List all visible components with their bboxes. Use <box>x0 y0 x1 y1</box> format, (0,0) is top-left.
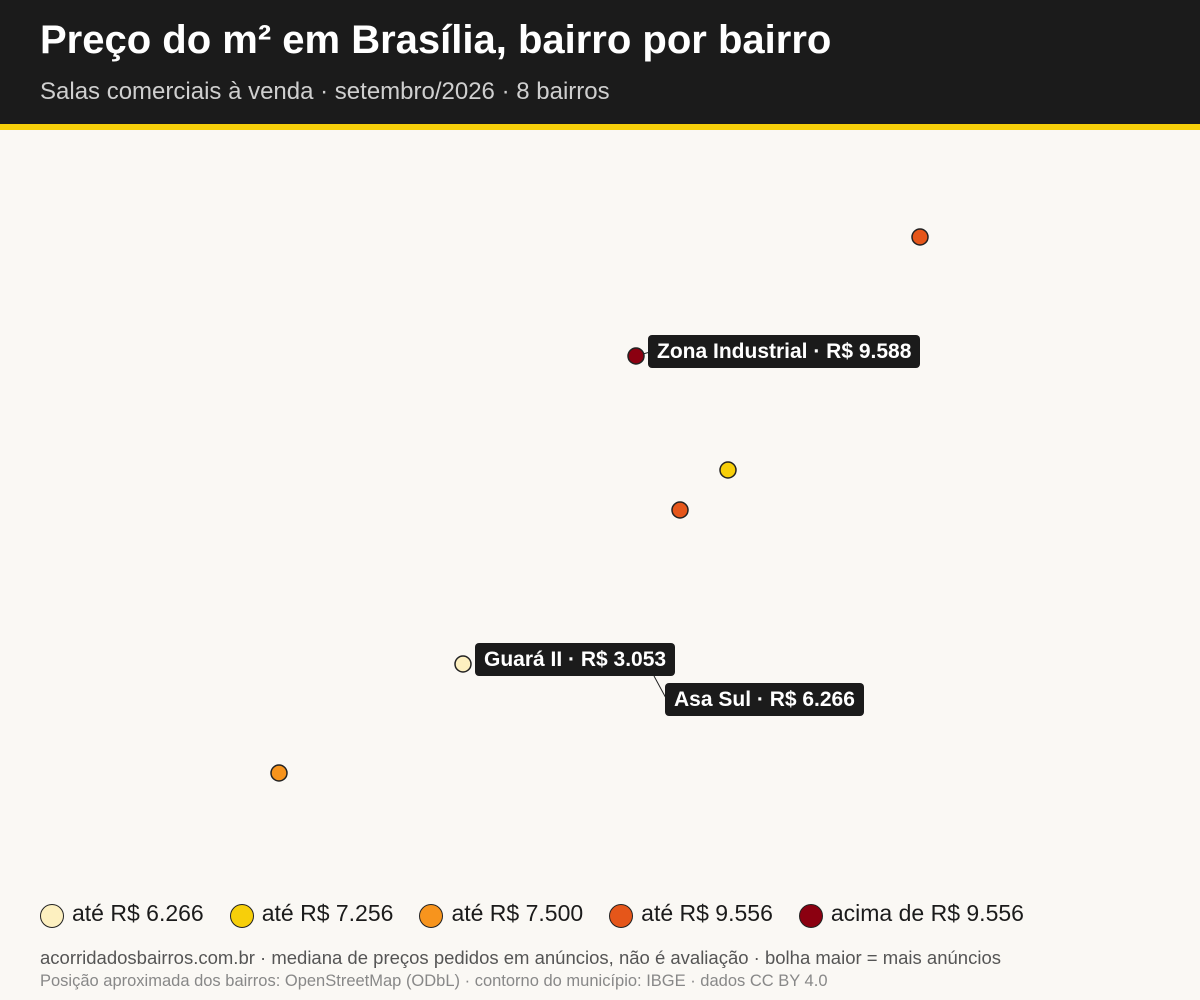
legend-swatch <box>798 904 823 928</box>
neighborhood-dot <box>627 347 645 365</box>
legend-item: até R$ 6.266 <box>40 896 204 930</box>
legend-item: até R$ 9.556 <box>609 896 773 930</box>
neighborhood-dot <box>454 655 472 673</box>
leader-line <box>653 675 668 701</box>
legend-label: até R$ 6.266 <box>72 899 204 926</box>
title: Preço do m² em Brasília, bairro por bair… <box>40 18 832 62</box>
legend-item: acima de R$ 9.556 <box>798 896 1024 930</box>
footer-source: Posição aproximada dos bairros: OpenStre… <box>40 972 828 990</box>
neighborhood-dot <box>719 461 737 479</box>
header: Preço do m² em Brasília, bairro por bair… <box>0 0 1200 130</box>
footer-note: acorridadosbairros.com.br · mediana de p… <box>40 947 1001 968</box>
neighborhood-dot <box>911 228 929 246</box>
neighborhood-dot <box>270 764 288 782</box>
subtitle: Salas comerciais à venda · setembro/2026… <box>40 78 610 105</box>
legend-swatch <box>229 904 254 928</box>
legend-label: até R$ 7.500 <box>451 899 584 926</box>
legend-label: até R$ 7.256 <box>261 899 394 926</box>
legend-swatch <box>419 904 444 928</box>
map <box>270 228 929 782</box>
legend-item: até R$ 7.256 <box>229 896 394 930</box>
legend-label: até R$ 9.556 <box>641 899 773 926</box>
legend-swatch <box>40 904 64 928</box>
legend-label: acima de R$ 9.556 <box>830 899 1024 926</box>
map-label: Asa Sul · R$ 6.266 <box>665 683 864 716</box>
neighborhood-dot <box>671 501 689 519</box>
legend-item: até R$ 7.500 <box>419 896 583 930</box>
legend: até R$ 6.266 até R$ 7.256 até R$ 7.500 até … <box>40 896 1024 930</box>
map-label: Guará II · R$ 3.053 <box>475 643 676 676</box>
map-label: Zona Industrial · R$ 9.588 <box>648 335 921 368</box>
legend-swatch <box>609 904 634 928</box>
